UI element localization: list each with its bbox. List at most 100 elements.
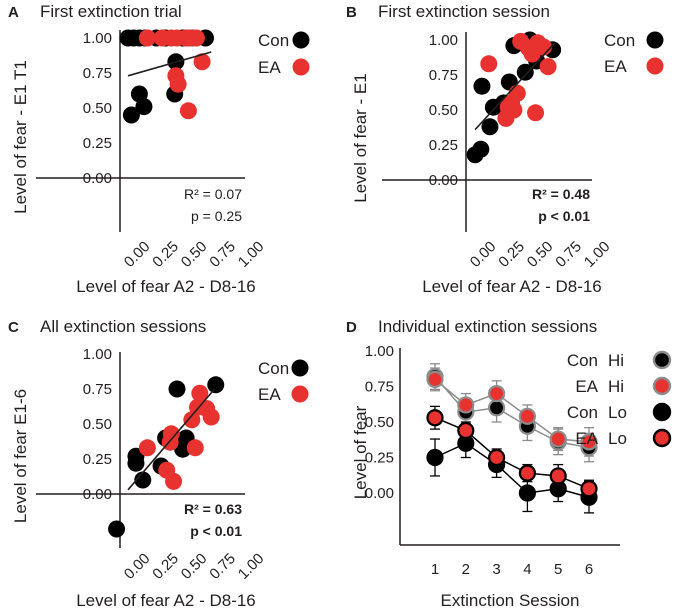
x-axis-label: Extinction Session xyxy=(441,591,580,610)
y-tick-label: 0.25 xyxy=(83,135,112,152)
y-tick-label: 0.00 xyxy=(83,170,112,187)
x-tick-label: 4 xyxy=(523,561,531,578)
y-axis-label: Level of fear - E1 T1 xyxy=(11,60,30,214)
ea-lo-point xyxy=(488,448,506,467)
x-tick-label: 1.00 xyxy=(581,238,614,271)
x-tick-label: 0.00 xyxy=(121,550,154,583)
p-value-text: p = 0.25 xyxy=(191,208,242,224)
ea-lo-point xyxy=(426,409,444,427)
ea-point xyxy=(162,425,180,443)
con-point xyxy=(472,140,490,158)
x-tick-label: 2 xyxy=(462,561,470,578)
p-value-text: p < 0.01 xyxy=(538,208,590,224)
y-tick-label: 0.00 xyxy=(365,485,394,502)
legend-ea-label: EA xyxy=(258,58,281,77)
y-axis-label: Level of fear - E1 xyxy=(351,73,370,202)
regression-line xyxy=(127,51,212,77)
x-tick-label: 3 xyxy=(492,561,500,578)
ea-point xyxy=(202,408,220,426)
y-tick-label: 0.75 xyxy=(365,379,394,396)
con-lo-point xyxy=(426,448,444,467)
y-tick-label: 0.00 xyxy=(429,172,458,189)
legend-ea-marker xyxy=(291,385,309,403)
con-point xyxy=(168,380,186,398)
p-value-text: p < 0.01 xyxy=(190,523,242,539)
x-tick-label: 0.25 xyxy=(149,550,182,583)
legend-label: EA xyxy=(575,377,598,396)
panel-d: D Individual extinction sessions Level of … xyxy=(346,317,672,610)
legend-ea-marker xyxy=(646,57,664,75)
regression-line xyxy=(127,388,216,491)
y-tick-label: 1.00 xyxy=(83,30,112,47)
con-point xyxy=(122,106,140,124)
y-tick-label: 0.50 xyxy=(429,102,458,119)
panel-title: All extinction sessions xyxy=(40,317,206,336)
y-tick-label: 0.50 xyxy=(365,414,394,431)
y-tick-label: 0.75 xyxy=(83,65,112,82)
ea-point xyxy=(138,439,156,457)
panel-title: First extinction session xyxy=(378,2,550,21)
ea-hi-point xyxy=(580,433,598,451)
ea-point xyxy=(535,38,553,56)
x-tick-label: 1.00 xyxy=(235,238,268,271)
legend-con-lo-marker xyxy=(652,402,672,422)
con-point xyxy=(481,118,499,136)
ea-point xyxy=(505,101,523,119)
ea-point xyxy=(169,75,187,93)
x-tick-label: 1 xyxy=(431,561,439,578)
panel-b: B First extinction session Level of fear -… xyxy=(346,2,664,296)
regression-line xyxy=(474,42,556,131)
ea-hi-point xyxy=(426,370,444,388)
x-tick-label: 0.75 xyxy=(206,550,239,583)
y-tick-label: 0.75 xyxy=(83,381,112,398)
ea-point xyxy=(480,55,498,73)
y-axis-label: Level of fear xyxy=(351,405,370,499)
panel-letter: B xyxy=(346,4,357,21)
x-tick-label: 0.25 xyxy=(495,238,528,271)
panel-title: Individual extinction sessions xyxy=(378,317,597,336)
panel-a: A First extinction trial Level of fear - E… xyxy=(8,2,310,296)
legend-con-label: Con xyxy=(258,31,289,50)
y-tick-label: 1.00 xyxy=(83,346,112,363)
y-axis-label: Level of fear E1-6 xyxy=(11,389,30,523)
panel-title: First extinction trial xyxy=(40,2,182,21)
legend-con-marker xyxy=(646,31,664,49)
y-tick-label: 1.00 xyxy=(365,343,394,360)
ea-point xyxy=(165,472,183,490)
panel-letter: A xyxy=(8,4,19,21)
legend-ea-label: EA xyxy=(604,57,627,76)
ea-point xyxy=(539,58,557,76)
x-axis-label: Level of fear A2 - D8-16 xyxy=(76,591,256,610)
x-tick-label: 0.50 xyxy=(178,238,211,271)
legend-ea-label: EA xyxy=(258,385,281,404)
r-squared-text: R² = 0.48 xyxy=(532,186,590,202)
ea-hi-point xyxy=(549,430,567,448)
x-axis-label: Level of fear A2 - D8-16 xyxy=(422,277,602,296)
y-tick-label: 0.75 xyxy=(429,67,458,84)
y-tick-label: 0.25 xyxy=(83,451,112,468)
x-tick-label: 0.00 xyxy=(467,238,500,271)
legend-label: Con xyxy=(567,351,598,370)
con-point xyxy=(134,471,152,489)
legend-ea-lo-marker xyxy=(652,428,672,448)
x-tick-label: 0.50 xyxy=(178,550,211,583)
legend-con-hi-marker xyxy=(652,350,672,370)
x-tick-label: 1.00 xyxy=(235,550,268,583)
x-tick-label: 6 xyxy=(585,561,593,578)
y-tick-label: 0.50 xyxy=(83,100,112,117)
legend-label: Con xyxy=(567,403,598,422)
ea-point xyxy=(138,29,156,47)
ea-point xyxy=(179,102,197,120)
con-point xyxy=(135,98,153,116)
con-point xyxy=(473,77,491,95)
r-squared-text: R² = 0.07 xyxy=(184,186,242,202)
legend-con-marker xyxy=(291,359,309,377)
ea-point xyxy=(187,29,205,47)
ea-lo-point xyxy=(518,464,537,482)
legend-con-label: Con xyxy=(604,31,635,50)
x-tick-label: 0.75 xyxy=(206,238,239,271)
ea-hi-point xyxy=(457,396,475,414)
con-point xyxy=(207,376,225,394)
ea-lo-point xyxy=(549,467,567,485)
